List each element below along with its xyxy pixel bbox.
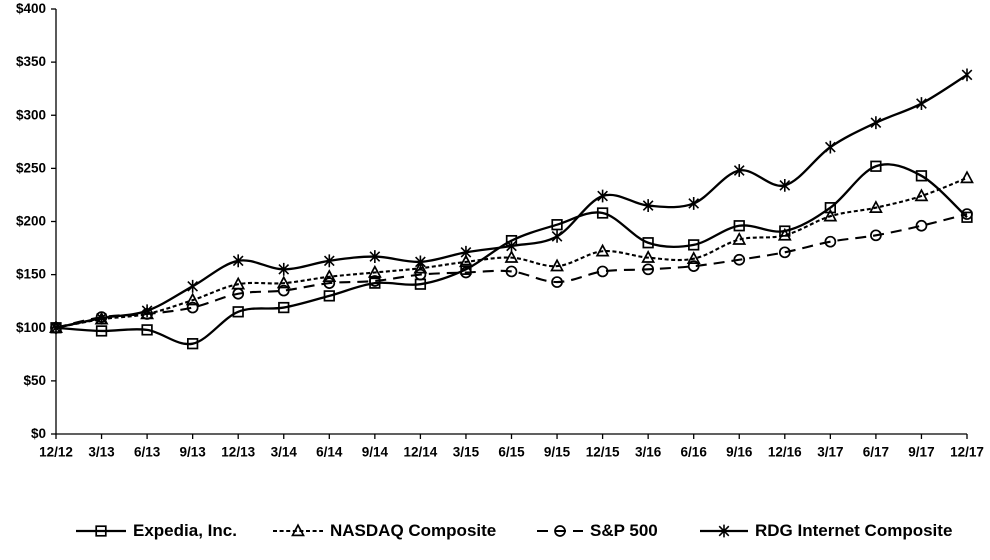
- y-axis-tick-label: $0: [31, 426, 46, 441]
- x-axis-tick-label: 6/17: [863, 445, 889, 460]
- legend-key-square-solid-icon: [76, 525, 126, 537]
- legend-marker: [95, 525, 107, 537]
- series-line-s-p-500: [55, 213, 968, 329]
- x-axis-tick-label: 12/16: [768, 445, 802, 460]
- legend-key-circle-longdash-icon: [537, 525, 583, 537]
- y-axis: $0 $50 $100 $150 $200 $250 $300 $350 $400: [16, 1, 56, 441]
- legend-item-nasdaq-composite: NASDAQ Composite: [272, 514, 496, 548]
- y-axis-tick-label: $400: [16, 1, 46, 16]
- x-axis-tick-label: 12/12: [39, 445, 73, 460]
- series-line-expedia-inc: [55, 163, 968, 346]
- y-axis-tick-label: $300: [16, 107, 46, 122]
- legend-marker: [554, 525, 566, 537]
- x-axis-tick-label: 9/14: [362, 445, 389, 460]
- x-axis-tick-label: 3/15: [453, 445, 480, 460]
- x-axis-tick-label: 3/16: [635, 445, 662, 460]
- series-markers-expedia-inc: [50, 160, 973, 350]
- legend-marker: [718, 524, 730, 538]
- y-axis-tick-label: $50: [23, 373, 46, 388]
- x-axis-tick-label: 3/13: [88, 445, 115, 460]
- legend-key-triangle-dashed-icon: [273, 523, 323, 537]
- x-axis-tick-label: 9/17: [908, 445, 934, 460]
- legend-label: S&P 500: [590, 521, 658, 540]
- legend-label: NASDAQ Composite: [330, 521, 497, 540]
- legend-marker: [291, 523, 305, 537]
- series-markers-rdg-internet-composite: [50, 68, 973, 335]
- x-axis-tick-label: 9/15: [544, 445, 571, 460]
- series-line-nasdaq-composite: [55, 176, 968, 329]
- x-axis-tick-label: 9/13: [180, 445, 207, 460]
- legend-key-asterisk-solid-icon: [700, 524, 748, 538]
- x-axis-tick-label: 3/17: [817, 445, 843, 460]
- x-axis-tick-label: 12/17: [950, 445, 984, 460]
- x-axis-tick-label: 6/16: [681, 445, 708, 460]
- y-axis-tick-label: $150: [16, 267, 46, 282]
- y-axis-tick-label: $250: [16, 160, 46, 175]
- x-axis-tick-label: 12/15: [586, 445, 620, 460]
- axes: [55, 9, 967, 435]
- x-axis-tick-label: 12/13: [221, 445, 255, 460]
- legend-item-expedia-inc: Expedia, Inc.: [75, 514, 237, 548]
- x-axis-tick-label: 9/16: [726, 445, 753, 460]
- x-axis-tick-label: 3/14: [271, 445, 298, 460]
- legend-label: Expedia, Inc.: [133, 521, 237, 540]
- chart-plot-area: $0 $50 $100 $150 $200 $250 $300 $350 $400 12/12 3/…: [16, 1, 984, 460]
- x-axis: 12/12 3/13 6/13 9/13 12/13 3/14 6/14 9/14 12/14 3…: [39, 434, 984, 460]
- chart-legend: Expedia, Inc. NASDAQ Composite S&P 500 R…: [0, 514, 990, 548]
- x-axis-tick-label: 6/15: [498, 445, 525, 460]
- legend-item-sp-500: S&P 500: [536, 514, 658, 548]
- legend-item-rdg-internet-composite: RDG Internet Composite: [699, 514, 952, 548]
- series-markers-nasdaq-composite: [49, 170, 974, 333]
- x-axis-tick-label: 6/13: [134, 445, 161, 460]
- y-axis-tick-label: $200: [16, 214, 46, 229]
- y-axis-tick-label: $100: [16, 320, 46, 335]
- x-axis-tick-label: 12/14: [404, 445, 438, 460]
- legend-label: RDG Internet Composite: [755, 521, 953, 540]
- x-axis-tick-label: 6/14: [316, 445, 343, 460]
- y-axis-tick-label: $350: [16, 54, 46, 69]
